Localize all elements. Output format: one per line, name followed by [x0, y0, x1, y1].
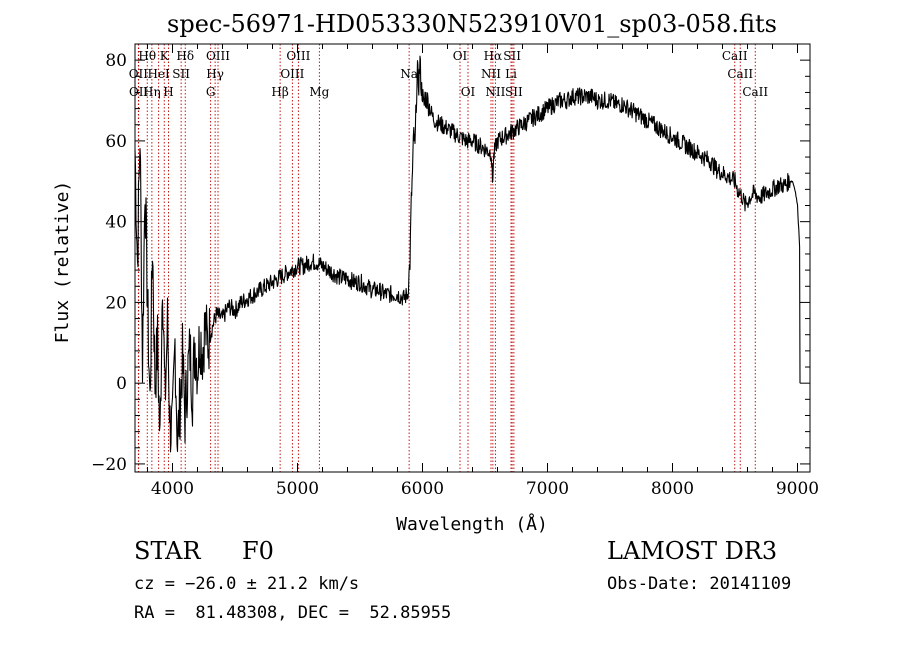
line-label-5: OI — [453, 49, 468, 63]
object-subclass: F0 — [242, 537, 274, 565]
chart-title: spec-56971-HD053330N523910V01_sp03-058.f… — [167, 10, 777, 38]
x-axis-label: Wavelength (Å) — [396, 513, 548, 535]
line-label-4: OIII — [286, 49, 310, 63]
x-tick-label: 8000 — [651, 479, 694, 499]
line-label-26: SII — [505, 85, 523, 99]
line-label-25: NII — [485, 85, 505, 99]
x-tick-label: 4000 — [151, 479, 194, 499]
y-tick-label: 60 — [105, 132, 127, 152]
line-label-20: H — [163, 85, 173, 99]
object-class: STAR — [134, 537, 201, 565]
line-label-17: CaII — [727, 67, 753, 81]
line-label-19: Hη — [143, 85, 161, 99]
line-label-27: CaII — [742, 85, 768, 99]
y-tick-label: −20 — [91, 455, 127, 475]
line-label-9: OII — [129, 67, 149, 81]
y-tick-label: 0 — [116, 374, 127, 394]
y-axis-label: Flux (relative) — [52, 181, 73, 344]
line-label-23: Mg — [309, 85, 329, 99]
x-tick-label: 6000 — [401, 479, 444, 499]
line-label-14: Na — [400, 67, 418, 81]
line-label-8: CaII — [722, 49, 748, 63]
y-tick-label: 20 — [105, 293, 127, 313]
line-label-24: OI — [461, 85, 476, 99]
survey-name: LAMOST DR3 — [607, 537, 778, 565]
line-label-6: Hα — [484, 49, 503, 63]
y-tick-label: 40 — [105, 213, 127, 233]
line-label-3: OIII — [206, 49, 230, 63]
line-label-7: SII — [503, 49, 521, 63]
y-axis: −20 0 20 40 60 80 — [91, 51, 810, 475]
line-label-12: Hγ — [206, 67, 224, 81]
line-label-11: SII — [172, 67, 190, 81]
x-axis: 4000 5000 6000 7000 8000 9000 — [147, 44, 819, 499]
redshift-cz: cz = −26.0 ± 21.2 km/s — [134, 574, 360, 594]
line-label-22: Hβ — [271, 85, 288, 99]
line-label-15: NII — [481, 67, 501, 81]
line-label-21: G — [206, 85, 216, 99]
spectrum-trace — [134, 55, 801, 453]
observation-date: Obs-Date: 20141109 — [607, 574, 792, 594]
spectrum-chart: spec-56971-HD053330N523910V01_sp03-058.f… — [52, 10, 819, 535]
emission-line-markers — [137, 44, 756, 472]
y-tick-label: 80 — [105, 51, 127, 71]
x-tick-label: 7000 — [526, 479, 569, 499]
x-tick-label: 5000 — [276, 479, 319, 499]
line-label-2: Hδ — [176, 49, 194, 63]
plot-frame — [134, 43, 811, 473]
line-label-10: HeI — [147, 67, 170, 81]
line-label-16: Li — [505, 67, 517, 81]
line-label-1: K — [160, 49, 170, 63]
x-tick-label: 9000 — [776, 479, 819, 499]
coordinates: RA = 81.48308, DEC = 52.85955 — [134, 603, 452, 623]
line-label-13: OIII — [280, 67, 304, 81]
line-label-0: Hθ — [138, 49, 156, 63]
